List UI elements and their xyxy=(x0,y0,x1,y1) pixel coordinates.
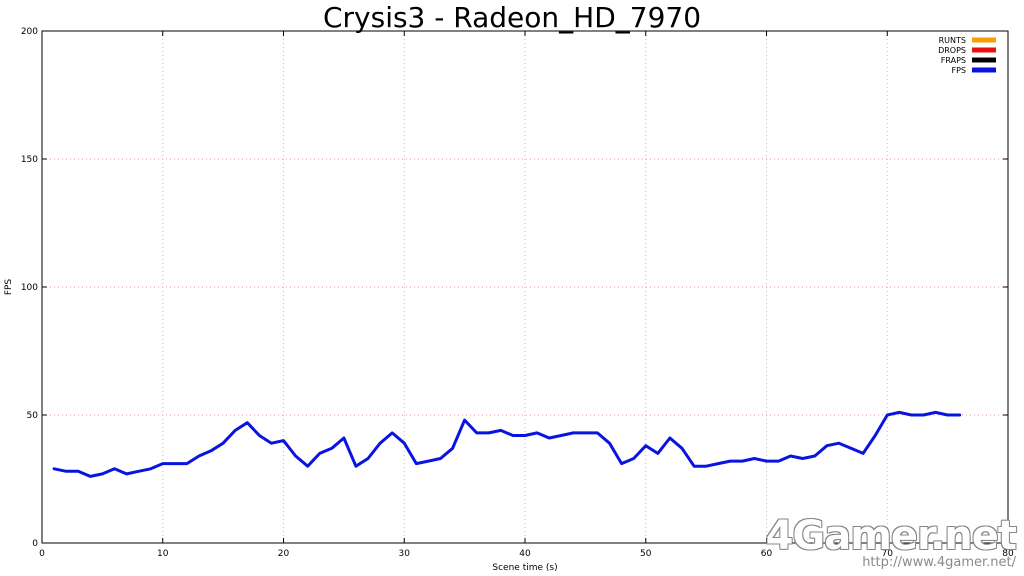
legend-label: RUNTS xyxy=(939,36,966,45)
y-axis-label: FPS xyxy=(4,279,14,296)
watermark-url: http://www.4gamer.net/ xyxy=(862,555,1016,570)
x-tick-label: 20 xyxy=(278,549,290,559)
watermark-logo: 4Gamer.net xyxy=(765,513,1017,559)
x-tick-label: 70 xyxy=(882,549,894,559)
x-tick-label: 0 xyxy=(39,549,45,559)
x-tick-label: 60 xyxy=(761,549,773,559)
y-tick-label: 100 xyxy=(21,283,38,293)
chart-title: Crysis3 - Radeon_HD_7970 xyxy=(322,1,702,34)
y-tick-label: 0 xyxy=(32,539,38,549)
legend-label: DROPS xyxy=(938,46,966,55)
x-axis-label: Scene time (s) xyxy=(492,563,557,573)
y-tick-label: 150 xyxy=(21,155,38,165)
x-tick-label: 50 xyxy=(640,549,652,559)
y-tick-label: 50 xyxy=(27,411,39,421)
y-tick-label: 200 xyxy=(21,27,38,37)
x-tick-label: 80 xyxy=(1002,549,1014,559)
watermark: 4Gamer.net http://www.4gamer.net/ xyxy=(765,513,1017,570)
x-tick-label: 30 xyxy=(399,549,411,559)
legend-label: FRAPS xyxy=(941,56,966,65)
legend-label: FPS xyxy=(951,66,966,75)
x-tick-label: 40 xyxy=(519,549,531,559)
series-line-fps xyxy=(52,410,962,478)
x-tick-label: 10 xyxy=(157,549,169,559)
